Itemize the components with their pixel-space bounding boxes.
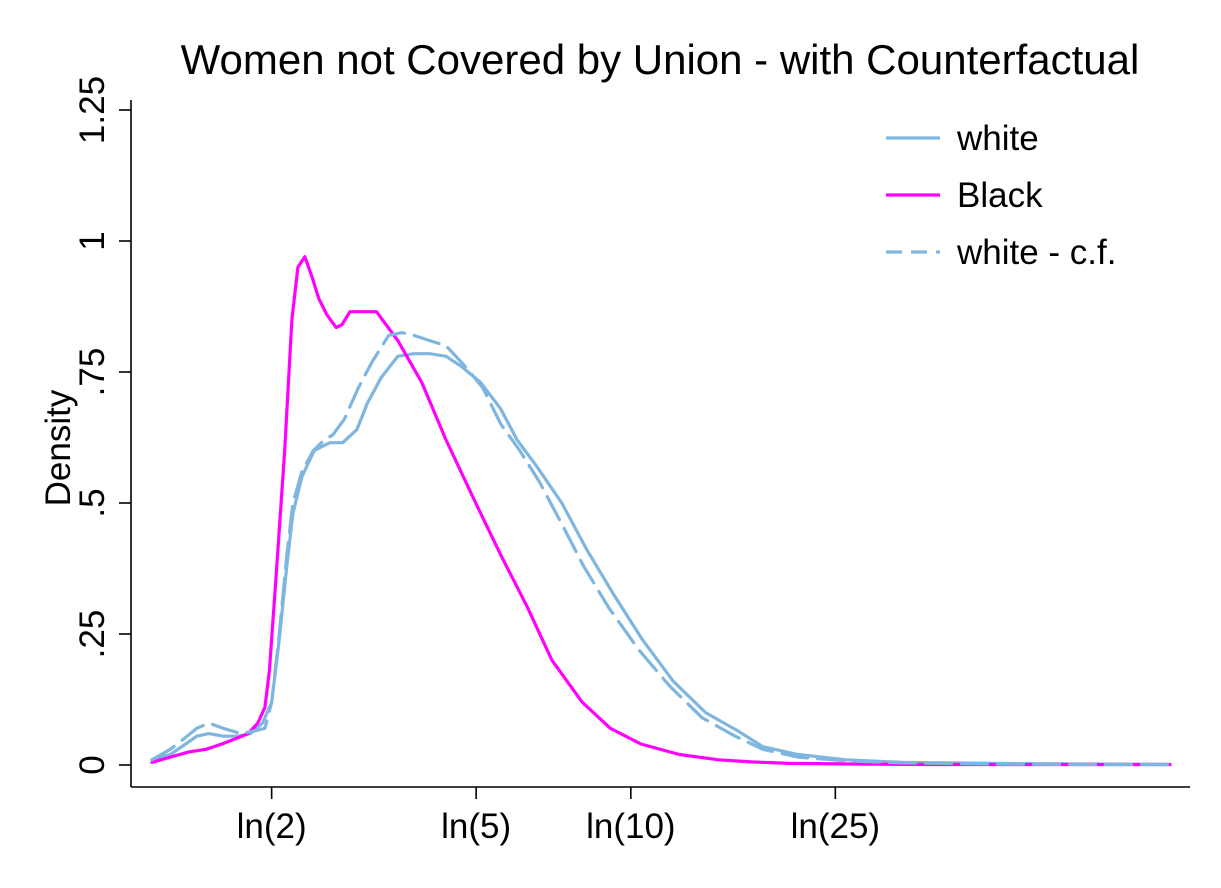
x-tick-label: ln(10)	[586, 807, 675, 846]
x-tick-label: ln(5)	[441, 807, 511, 846]
series-line-black	[150, 255, 1172, 767]
y-axis-ticks: 0 .25 .5 .75 1 1.25	[73, 76, 131, 775]
legend-item-black: Black	[886, 176, 1043, 215]
series-line-white	[150, 352, 1172, 767]
legend-label-white: white	[956, 119, 1039, 158]
chart-title: Women not Covered by Union - with Counte…	[181, 36, 1140, 83]
series-line-white-c-f	[150, 331, 1172, 767]
y-tick-label: 1	[73, 231, 112, 250]
x-tick-label: ln(25)	[791, 807, 880, 846]
legend: white Black white - c.f.	[886, 119, 1116, 272]
legend-item-white: white	[886, 119, 1039, 158]
series-layer	[150, 255, 1172, 767]
y-tick-label: 1.25	[73, 76, 112, 144]
y-tick-label: .5	[73, 488, 112, 517]
legend-label-white-cf: white - c.f.	[956, 233, 1116, 272]
x-axis-ticks: ln(2) ln(5) ln(10) ln(25)	[237, 787, 880, 846]
legend-label-black: Black	[957, 176, 1043, 215]
y-tick-label: 0	[73, 755, 112, 774]
y-axis-title: Density	[39, 389, 78, 506]
x-tick-label: ln(2)	[237, 807, 307, 846]
y-tick-label: .75	[73, 348, 112, 397]
y-tick-label: .25	[73, 610, 112, 659]
legend-item-white-cf: white - c.f.	[886, 233, 1116, 272]
